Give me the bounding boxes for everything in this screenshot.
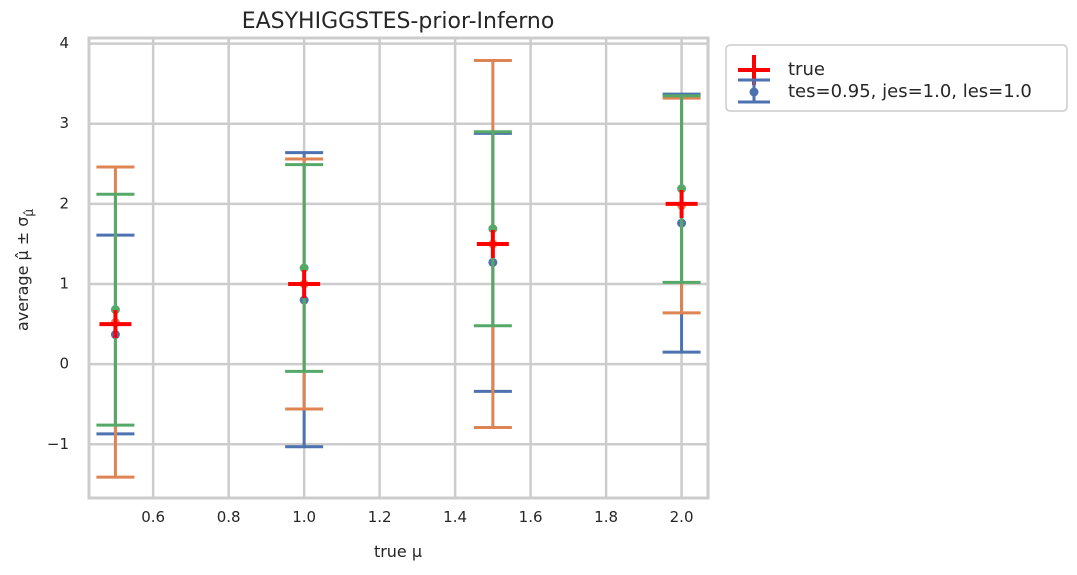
true-marker <box>288 270 321 299</box>
series-2 <box>96 94 701 427</box>
x-axis-label-text: true μ <box>374 542 422 561</box>
y-tick-label: −1 <box>47 435 69 453</box>
data-point <box>488 224 498 234</box>
y-tick-label: 1 <box>59 275 69 293</box>
legend: true tes=0.95, jes=1.0, les=1.0 <box>725 44 1068 112</box>
x-tick-label: 1.2 <box>368 508 392 526</box>
true-marker <box>99 310 132 339</box>
data-point <box>299 263 309 273</box>
legend-label-series: tes=0.95, jes=1.0, les=1.0 <box>788 81 1032 102</box>
y-axis-label-subscript: μ̂ <box>22 209 36 217</box>
x-tick-label: 1.6 <box>519 508 543 526</box>
true-marker <box>476 229 509 258</box>
plot-frame <box>87 36 710 500</box>
y-axis-label-text: average μ̂ ± σ <box>13 217 32 331</box>
x-tick-label: 1.4 <box>443 508 467 526</box>
legend-series-marker <box>738 78 770 104</box>
x-tick-label: 1.0 <box>292 508 316 526</box>
legend-label-true: true <box>788 59 825 80</box>
data-point <box>677 184 687 194</box>
y-tick-label: 4 <box>59 34 69 52</box>
y-tick-label: 0 <box>59 355 69 373</box>
x-tick-label: 0.8 <box>217 508 241 526</box>
true-marker <box>665 189 698 218</box>
x-tick-label: 0.6 <box>141 508 165 526</box>
x-tick-labels: 0.6 0.8 1.0 1.2 1.4 1.6 1.8 2.0 <box>141 508 693 526</box>
x-axis-label: true μ <box>374 542 422 561</box>
x-tick-label: 1.8 <box>594 508 618 526</box>
true-markers <box>99 189 698 339</box>
data-point <box>110 305 120 315</box>
y-tick-label: 2 <box>59 194 69 212</box>
x-tick-label: 2.0 <box>670 508 694 526</box>
legend-box <box>725 44 1068 112</box>
y-tick-labels: −1 0 1 2 3 4 <box>47 34 69 453</box>
y-axis-label: average μ̂ ± σμ̂ <box>13 209 36 331</box>
chart-title: EASYHIGGSTES-prior-Inferno <box>242 9 555 34</box>
y-tick-label: 3 <box>59 114 69 132</box>
